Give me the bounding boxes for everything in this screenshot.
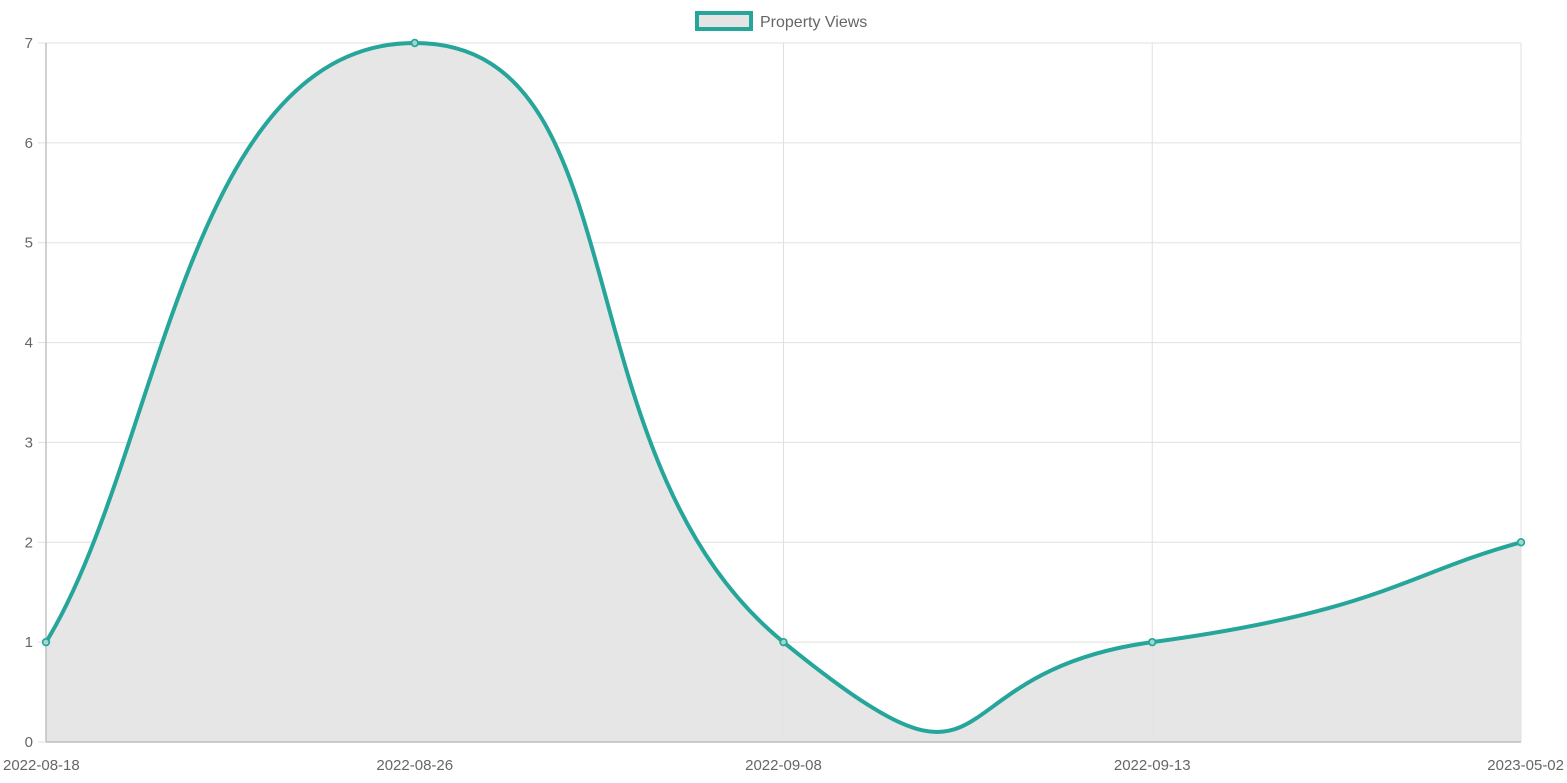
y-tick-label: 0 (25, 734, 33, 751)
y-tick-label: 6 (25, 135, 33, 152)
data-point[interactable] (410, 38, 419, 48)
data-point[interactable] (779, 637, 788, 647)
y-tick-label: 5 (25, 235, 33, 252)
x-tick-label: 2022-08-26 (376, 757, 453, 774)
points (41, 38, 1526, 647)
series-area-property-views (46, 43, 1521, 742)
tick-labels: 0 1 2 3 4 5 6 7 2022-08-18 2022-08-26 2022-09-08 20… (3, 35, 1564, 774)
legend[interactable]: Property Views (695, 11, 867, 31)
x-tick-label: 2022-09-13 (1114, 757, 1191, 774)
legend-label[interactable]: Property Views (760, 14, 867, 31)
data-point[interactable] (1148, 637, 1157, 647)
legend-swatch[interactable] (695, 11, 753, 31)
line-layer (44, 41, 1523, 734)
data-point[interactable] (41, 637, 51, 647)
y-tick-label: 1 (25, 634, 33, 651)
x-tick-label: 2023-05-02 (1487, 757, 1564, 774)
data-point[interactable] (1516, 538, 1526, 547)
area-layer (46, 43, 1521, 742)
y-tick-label: 7 (25, 35, 33, 52)
x-tick-label: 2022-08-18 (3, 757, 80, 774)
x-tick-label: 2022-09-08 (745, 757, 822, 774)
y-tick-label: 4 (25, 335, 33, 352)
series-line-property-views (44, 41, 1523, 734)
y-tick-label: 3 (25, 434, 33, 451)
axes (45, 43, 1521, 743)
y-tick-label: 2 (25, 534, 33, 551)
